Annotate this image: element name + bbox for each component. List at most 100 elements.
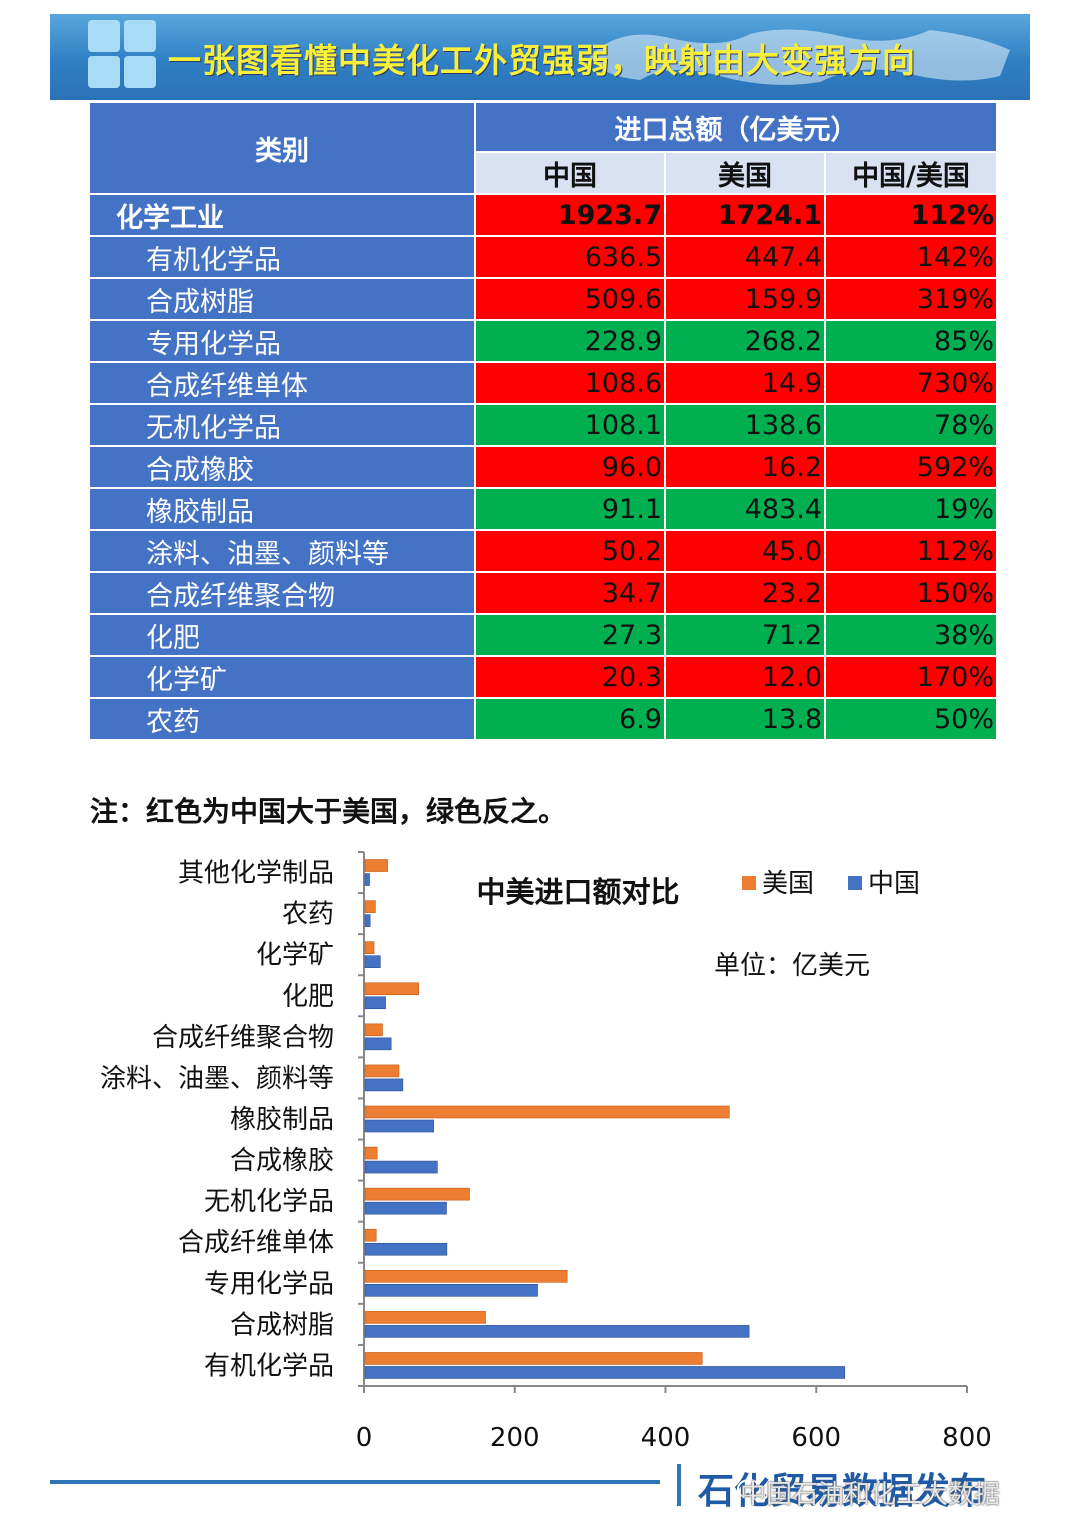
row-china-value: 228.9 [474, 319, 666, 363]
row-ratio-value: 592% [824, 445, 998, 489]
row-china-value: 20.3 [474, 655, 666, 699]
table-row: 化肥 27.3 71.2 38% [88, 613, 998, 657]
row-ratio-value: 85% [824, 319, 998, 363]
row-china-value: 636.5 [474, 235, 666, 279]
table-row: 合成橡胶 96.0 16.2 592% [88, 445, 998, 489]
row-china-value: 509.6 [474, 277, 666, 321]
bar-usa [364, 1352, 703, 1365]
table-row: 无机化学品 108.1 138.6 78% [88, 403, 998, 447]
legend-label: 美国 [762, 869, 814, 899]
row-category: 农药 [88, 697, 476, 741]
bar-china [364, 873, 370, 886]
y-tick-label: 合成橡胶 [230, 1146, 334, 1176]
row-ratio-value: 142% [824, 235, 998, 279]
table-row: 橡胶制品 91.1 483.4 19% [88, 487, 998, 531]
x-tick-label: 0 [356, 1423, 373, 1453]
row-usa-value: 159.9 [664, 277, 826, 321]
row-usa-value: 447.4 [664, 235, 826, 279]
x-tick-label: 600 [791, 1423, 841, 1453]
bar-china [364, 1366, 846, 1379]
chart-title: 中美进口额对比 [476, 875, 679, 909]
row-category: 专用化学品 [88, 319, 476, 363]
row-category: 化学矿 [88, 655, 476, 699]
world-map-icon [590, 29, 1010, 85]
row-category: 化肥 [88, 613, 476, 657]
row-china-value: 1923.7 [474, 193, 666, 237]
header-banner: 一张图看懂中美化工外贸强弱，映射由大变强方向 [50, 14, 1030, 100]
legend-swatch [848, 876, 862, 890]
row-usa-value: 268.2 [664, 319, 826, 363]
y-tick-label: 涂料、油墨、颜料等 [100, 1064, 334, 1094]
bar-usa [364, 1187, 470, 1201]
row-ratio-value: 170% [824, 655, 998, 699]
bar-usa [364, 941, 375, 954]
footer-accent-bar [677, 1464, 681, 1506]
row-usa-value: 1724.1 [664, 193, 826, 237]
table-row: 合成纤维单体 108.6 14.9 730% [88, 361, 998, 405]
row-usa-value: 12.0 [664, 655, 826, 699]
row-ratio-value: 319% [824, 277, 998, 321]
bar-usa [364, 859, 388, 872]
x-tick-label: 400 [641, 1423, 691, 1453]
legend-label: 中国 [868, 869, 920, 899]
row-usa-value: 71.2 [664, 613, 826, 657]
table-row: 涂料、油墨、颜料等 50.2 45.0 112% [88, 529, 998, 573]
footer-divider [50, 1480, 660, 1484]
y-tick-label: 化肥 [282, 982, 334, 1012]
legend-swatch [742, 876, 756, 890]
row-ratio-value: 78% [824, 403, 998, 447]
row-ratio-value: 112% [824, 193, 998, 237]
table-row: 合成纤维聚合物 34.7 23.2 150% [88, 571, 998, 615]
bar-usa [364, 1228, 377, 1242]
row-category: 合成橡胶 [88, 445, 476, 489]
bar-china [364, 1284, 538, 1297]
unit-label: 单位：亿美元 [714, 951, 870, 981]
row-ratio-value: 19% [824, 487, 998, 531]
row-category: 无机化学品 [88, 403, 476, 447]
row-ratio-value: 730% [824, 361, 998, 405]
bar-china [364, 1242, 448, 1256]
table-row: 有机化学品 636.5 447.4 142% [88, 235, 998, 279]
bar-china [364, 1037, 392, 1051]
row-ratio-value: 50% [824, 697, 998, 741]
header-china: 中国 [474, 151, 666, 195]
row-china-value: 27.3 [474, 613, 666, 657]
wechat-icon [737, 1479, 769, 1501]
page-title: 一张图看懂中美化工外贸强弱，映射由大变强方向 [168, 41, 916, 80]
bar-usa [364, 1270, 568, 1283]
y-tick-label: 橡胶制品 [230, 1105, 334, 1135]
row-usa-value: 45.0 [664, 529, 826, 573]
row-china-value: 6.9 [474, 697, 666, 741]
bar-usa [364, 1146, 378, 1160]
row-usa-value: 483.4 [664, 487, 826, 531]
row-category: 合成树脂 [88, 277, 476, 321]
row-ratio-value: 38% [824, 613, 998, 657]
footer-brand: 石化贸易数据发布 [698, 1471, 987, 1512]
bar-usa [364, 1105, 730, 1119]
y-tick-label: 专用化学品 [204, 1269, 334, 1299]
table-row: 合成树脂 509.6 159.9 319% [88, 277, 998, 321]
x-tick-label: 800 [942, 1423, 992, 1453]
y-tick-label: 其他化学制品 [178, 859, 334, 889]
row-category: 涂料、油墨、颜料等 [88, 529, 476, 573]
row-category: 有机化学品 [88, 235, 476, 279]
row-china-value: 91.1 [474, 487, 666, 531]
color-note: 注：红色为中国大于美国，绿色反之。 [90, 795, 567, 828]
table-row: 农药 6.9 13.8 50% [88, 697, 998, 741]
y-tick-label: 有机化学品 [204, 1351, 334, 1381]
table-row: 化学矿 20.3 12.0 170% [88, 655, 998, 699]
row-china-value: 108.1 [474, 403, 666, 447]
row-china-value: 108.6 [474, 361, 666, 405]
row-category: 橡胶制品 [88, 487, 476, 531]
y-tick-label: 农药 [282, 900, 334, 930]
watermark: 中国石油和化工大数据 [740, 1480, 1001, 1510]
row-category: 合成纤维聚合物 [88, 571, 476, 615]
bar-china [364, 1078, 404, 1092]
table-row: 专用化学品 228.9 268.2 85% [88, 319, 998, 363]
grid-logo-icon [88, 20, 158, 90]
bar-usa [364, 1023, 383, 1037]
bar-usa [364, 982, 419, 996]
row-category: 化学工业 [88, 193, 476, 237]
bar-china [364, 955, 381, 968]
y-tick-label: 合成纤维聚合物 [152, 1023, 334, 1053]
